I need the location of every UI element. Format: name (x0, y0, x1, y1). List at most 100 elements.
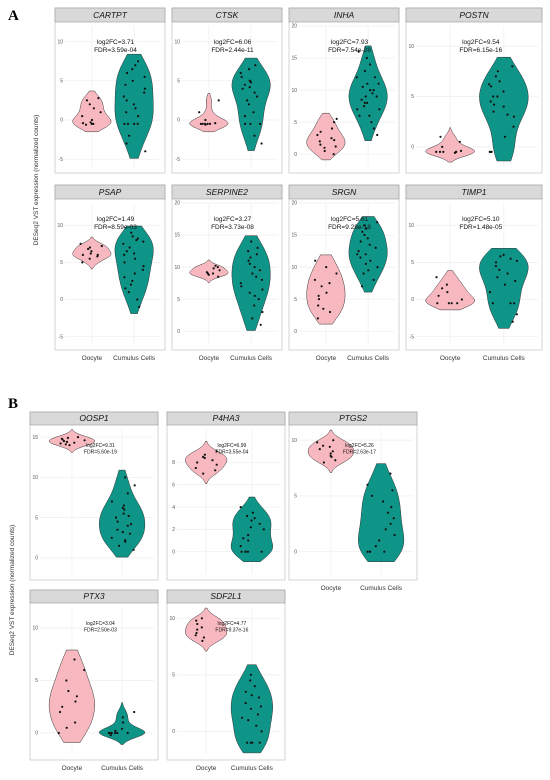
data-point (208, 122, 212, 125)
data-point (253, 685, 256, 688)
data-point (368, 550, 371, 553)
annotation-log2fc: log2FC=6.06 (214, 39, 252, 46)
violin-oocyte (48, 649, 95, 743)
data-point (375, 95, 378, 98)
data-point (249, 673, 252, 676)
data-point (138, 305, 141, 308)
x-category-label: Oocyte (316, 355, 337, 362)
annotation-fdr: FDR=7.54e-28 (328, 47, 371, 54)
data-point (246, 514, 249, 518)
data-point (328, 445, 331, 448)
data-point (255, 253, 258, 256)
data-point (122, 95, 125, 98)
facet-strip-label: PTX3 (83, 591, 105, 601)
x-category-label: Cumulus Cells (230, 355, 273, 362)
annotation-log2fc: log2FC=9.54 (462, 39, 500, 46)
data-point (74, 700, 77, 703)
data-point (239, 506, 242, 509)
y-tick-label: 0 (35, 556, 38, 562)
data-point (125, 250, 128, 253)
data-point (116, 731, 119, 735)
data-point (212, 267, 215, 270)
data-point (128, 532, 132, 535)
data-point (369, 63, 372, 66)
data-point (391, 489, 394, 492)
data-point (447, 302, 450, 305)
y-tick-label: 20 (174, 201, 180, 207)
data-point (216, 266, 219, 269)
data-point (241, 87, 244, 90)
data-point (90, 250, 93, 253)
data-point (137, 60, 140, 63)
data-point (393, 533, 396, 537)
data-point (131, 279, 134, 282)
data-point (259, 705, 263, 708)
y-tick-label: 0 (177, 329, 180, 335)
data-point (437, 294, 440, 297)
y-tick-label: 2 (172, 527, 175, 533)
data-point (490, 85, 493, 88)
data-point (81, 115, 84, 118)
data-point (368, 243, 371, 246)
annotation-log2fc: log2FC=4.77 (218, 621, 247, 627)
violin-cumulus (114, 225, 154, 314)
data-point (363, 101, 366, 104)
data-point (261, 310, 264, 314)
data-point (134, 107, 137, 110)
data-point (121, 506, 124, 509)
data-point (372, 89, 375, 92)
data-point (255, 275, 258, 278)
data-point (369, 259, 372, 262)
y-tick-label: 0 (294, 329, 297, 335)
y-tick-label: 5 (35, 515, 38, 521)
facet-strip (405, 184, 543, 200)
y-tick-label: 15 (32, 435, 38, 441)
data-point (372, 127, 375, 130)
facet-strip-label: INHA (334, 10, 355, 20)
y-tick-label: 5 (294, 297, 297, 303)
data-point (494, 265, 497, 268)
data-point (65, 726, 68, 729)
data-point (194, 466, 197, 470)
data-point (142, 240, 145, 243)
data-point (128, 246, 131, 249)
data-point (330, 137, 333, 140)
x-category-label: Oocyte (62, 765, 83, 772)
y-tick-label: 15 (174, 233, 180, 239)
data-point (204, 118, 207, 122)
data-point (328, 310, 332, 314)
y-tick-label: 10 (408, 223, 414, 229)
facet-strip (171, 184, 283, 200)
facet-strip-label: SDF2L1 (210, 591, 241, 601)
violin-oocyte (185, 607, 228, 652)
data-point (363, 224, 366, 227)
y-tick-label: 10 (291, 438, 297, 444)
data-point (201, 122, 204, 125)
x-category-label: Oocyte (199, 355, 220, 362)
violin-cumulus (479, 248, 529, 329)
data-point (126, 524, 129, 527)
data-point (134, 64, 137, 67)
data-point (260, 730, 263, 733)
facet-strip-label: CARTPT (93, 10, 128, 20)
data-point (214, 469, 217, 472)
data-point (142, 265, 145, 268)
data-point (356, 253, 359, 256)
data-point (129, 523, 133, 526)
data-point (204, 123, 207, 126)
y-tick-label: 0 (60, 118, 63, 124)
data-point (251, 317, 254, 320)
data-point (243, 115, 247, 118)
data-point (331, 450, 334, 453)
data-point (258, 122, 262, 125)
data-point (202, 455, 205, 458)
data-point (66, 436, 69, 439)
annotation-fdr: FDR=2.44e-11 (211, 47, 254, 54)
violin-cumulus (231, 235, 271, 331)
data-point (125, 111, 128, 114)
y-tick-label: 10 (174, 39, 180, 45)
facet-strip (54, 7, 166, 23)
